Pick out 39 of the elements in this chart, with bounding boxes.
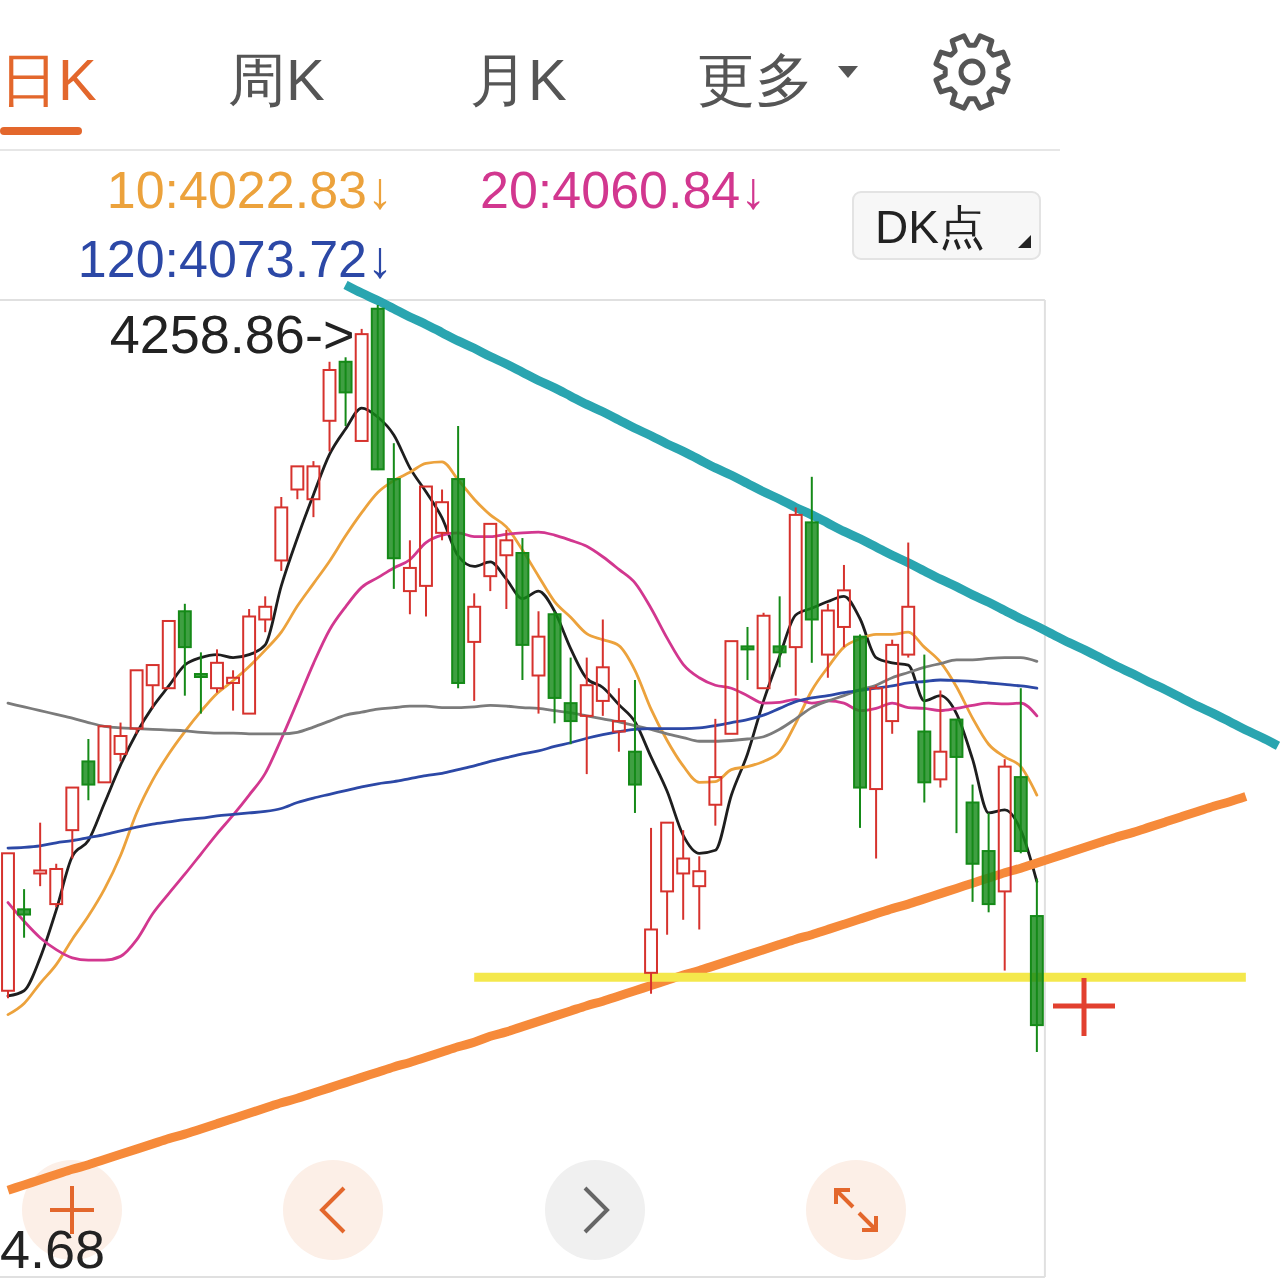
candlestick [692,855,707,931]
annotation: 4258.86-> [109,304,355,364]
candlestick [531,610,546,715]
candlestick [579,656,594,776]
candlestick [933,689,948,789]
candlestick [402,539,417,616]
candlestick [97,725,112,784]
candlestick [467,592,482,702]
candlestick [193,651,208,715]
candlestick [611,687,626,753]
candlestick [788,506,803,697]
text: 周K [228,47,325,112]
text: 10:4022.83↓ [106,161,393,219]
candlestick [837,563,851,649]
candlestick [660,821,675,936]
candlestick [33,821,48,888]
text: 更多 [697,47,813,112]
text: 120:4073.72↓ [77,230,393,288]
candlestick [708,717,723,827]
text: DK点 [875,201,985,253]
candlestick [81,738,96,802]
candlestick [563,656,578,746]
text: 日K [0,47,97,112]
candlestick [644,826,658,995]
candlestick [17,888,32,939]
text: 20:4060.84↓ [480,161,767,219]
text: 4.68 [0,1219,106,1279]
candlestick [483,522,498,593]
candlestick [676,829,691,921]
candlestick [740,625,755,681]
candlestick [595,618,610,717]
text: 月K [470,47,567,112]
candlestick [65,786,80,860]
candlestick [997,758,1012,972]
candlestick [226,669,241,712]
candlestick [772,595,787,669]
candlestick [161,619,176,690]
candlestick [820,602,835,679]
candlestick [258,595,273,634]
